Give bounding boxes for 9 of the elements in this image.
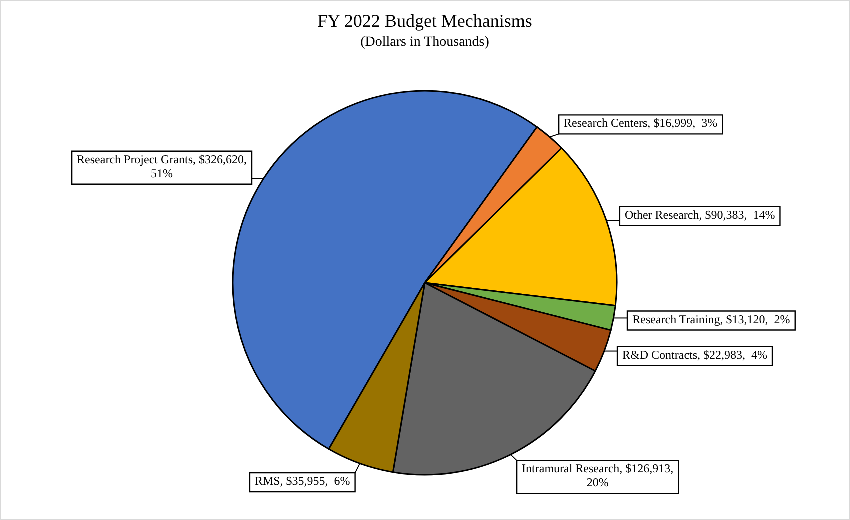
slice-label: Other Research, $90,383, 14% bbox=[624, 208, 776, 222]
slice-label: Research Training, $13,120, 2% bbox=[632, 312, 790, 326]
slice-label: R&D Contracts, $22,983, 4% bbox=[622, 348, 768, 362]
slice-label: Research Project Grants, $326,620, 51% bbox=[77, 152, 248, 180]
chart-subtitle: (Dollars in Thousands) bbox=[360, 35, 490, 50]
slice-label: Research Centers, $16,999, 3% bbox=[564, 116, 718, 130]
slice-label: Intramural Research, $126,913, 20% bbox=[522, 462, 674, 490]
chart-title: FY 2022 Budget Mechanisms bbox=[318, 11, 532, 31]
slice-label: RMS, $35,955, 6% bbox=[254, 474, 350, 488]
